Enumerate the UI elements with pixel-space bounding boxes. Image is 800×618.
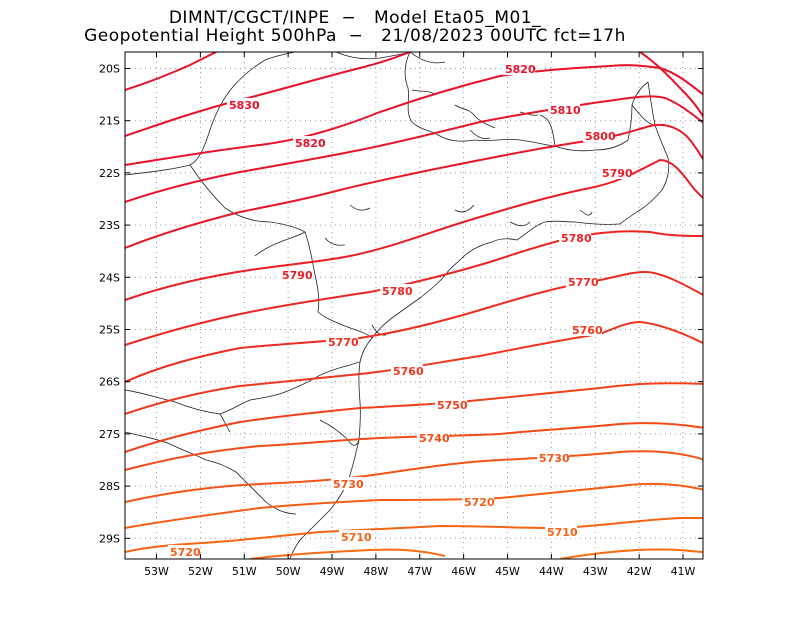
axis-ticks: 53W 52W 51W 50W 49W 48W 47W 46W 45W 44W 43W 42W 41W 2… xyxy=(99,52,703,578)
lon-tick-label: 41W xyxy=(671,565,696,578)
lon-tick-label: 45W xyxy=(495,565,520,578)
title-line-2: Geopotential Height 500hPa − 21/08/2023 … xyxy=(84,26,626,46)
contour-label: 5740 xyxy=(419,432,450,445)
contour-5730 xyxy=(125,450,703,503)
contour-labels: 5830 5820 5820 5810 5800 5790 5790 5780 … xyxy=(168,62,633,559)
contour-label: 5710 xyxy=(547,526,578,539)
lat-tick-label: 25S xyxy=(99,324,120,337)
contour-label: 5790 xyxy=(282,269,313,282)
contour-label: 5720 xyxy=(170,546,201,559)
lat-tick-label: 20S xyxy=(99,63,120,76)
contour-label: 5770 xyxy=(568,276,599,289)
contour-label: 5730 xyxy=(539,452,570,465)
contour-5710 xyxy=(125,517,703,553)
contour-5770 xyxy=(125,270,703,383)
lon-tick-label: 48W xyxy=(363,565,388,578)
coastline xyxy=(125,52,670,559)
contour-5700 xyxy=(249,548,703,559)
lat-tick-label: 28S xyxy=(99,480,120,493)
contour-label: 5730 xyxy=(333,478,364,491)
contour-label: 5820 xyxy=(505,63,536,76)
contour-label: 5800 xyxy=(585,130,616,143)
contour-5800 xyxy=(125,124,703,249)
contour-label: 5750 xyxy=(437,399,468,412)
lon-tick-label: 53W xyxy=(144,565,169,578)
lon-tick-label: 43W xyxy=(583,565,608,578)
contour-label: 5710 xyxy=(341,531,372,544)
title-line-1: DIMNT/CGCT/INPE − Model Eta05_M01_ xyxy=(168,8,542,28)
lon-tick-label: 51W xyxy=(232,565,257,578)
contour-5830 xyxy=(125,52,219,91)
contour-label: 5770 xyxy=(328,336,359,349)
lat-tick-label: 22S xyxy=(99,167,120,180)
lat-tick-label: 24S xyxy=(99,271,120,284)
contour-5820 xyxy=(125,64,703,166)
contour-5810 xyxy=(125,95,703,203)
contour-label: 5820 xyxy=(295,137,326,150)
contour-label: 5810 xyxy=(550,104,581,117)
contour-lines xyxy=(125,52,703,559)
gridlines xyxy=(125,52,703,559)
lon-tick-label: 47W xyxy=(407,565,432,578)
lon-tick-label: 42W xyxy=(627,565,652,578)
contour-5830b xyxy=(125,52,411,137)
contour-label: 5780 xyxy=(561,232,592,245)
lon-tick-label: 49W xyxy=(320,565,345,578)
lat-tick-label: 23S xyxy=(99,219,120,232)
lat-tick-label: 21S xyxy=(99,115,120,128)
contour-5790 xyxy=(125,158,703,301)
contour-label: 5830 xyxy=(229,99,260,112)
lat-tick-label: 26S xyxy=(99,376,120,389)
contour-5780 xyxy=(125,230,703,346)
plot-frame xyxy=(124,51,704,560)
contour-label: 5720 xyxy=(464,496,495,509)
lon-tick-label: 50W xyxy=(276,565,301,578)
lon-tick-label: 46W xyxy=(451,565,476,578)
lat-tick-label: 27S xyxy=(99,428,120,441)
contour-label: 5790 xyxy=(602,167,633,180)
contour-label: 5780 xyxy=(382,285,413,298)
contour-5720 xyxy=(125,482,703,529)
contour-label: 5760 xyxy=(393,365,424,378)
lat-tick-label: 29S xyxy=(99,532,120,545)
contour-5760 xyxy=(125,320,703,415)
contour-5740 xyxy=(125,422,703,471)
lon-tick-label: 52W xyxy=(188,565,213,578)
contour-5830c xyxy=(639,52,703,119)
contour-label: 5760 xyxy=(572,324,603,337)
lon-tick-label: 44W xyxy=(539,565,564,578)
contour-5750 xyxy=(125,382,703,453)
